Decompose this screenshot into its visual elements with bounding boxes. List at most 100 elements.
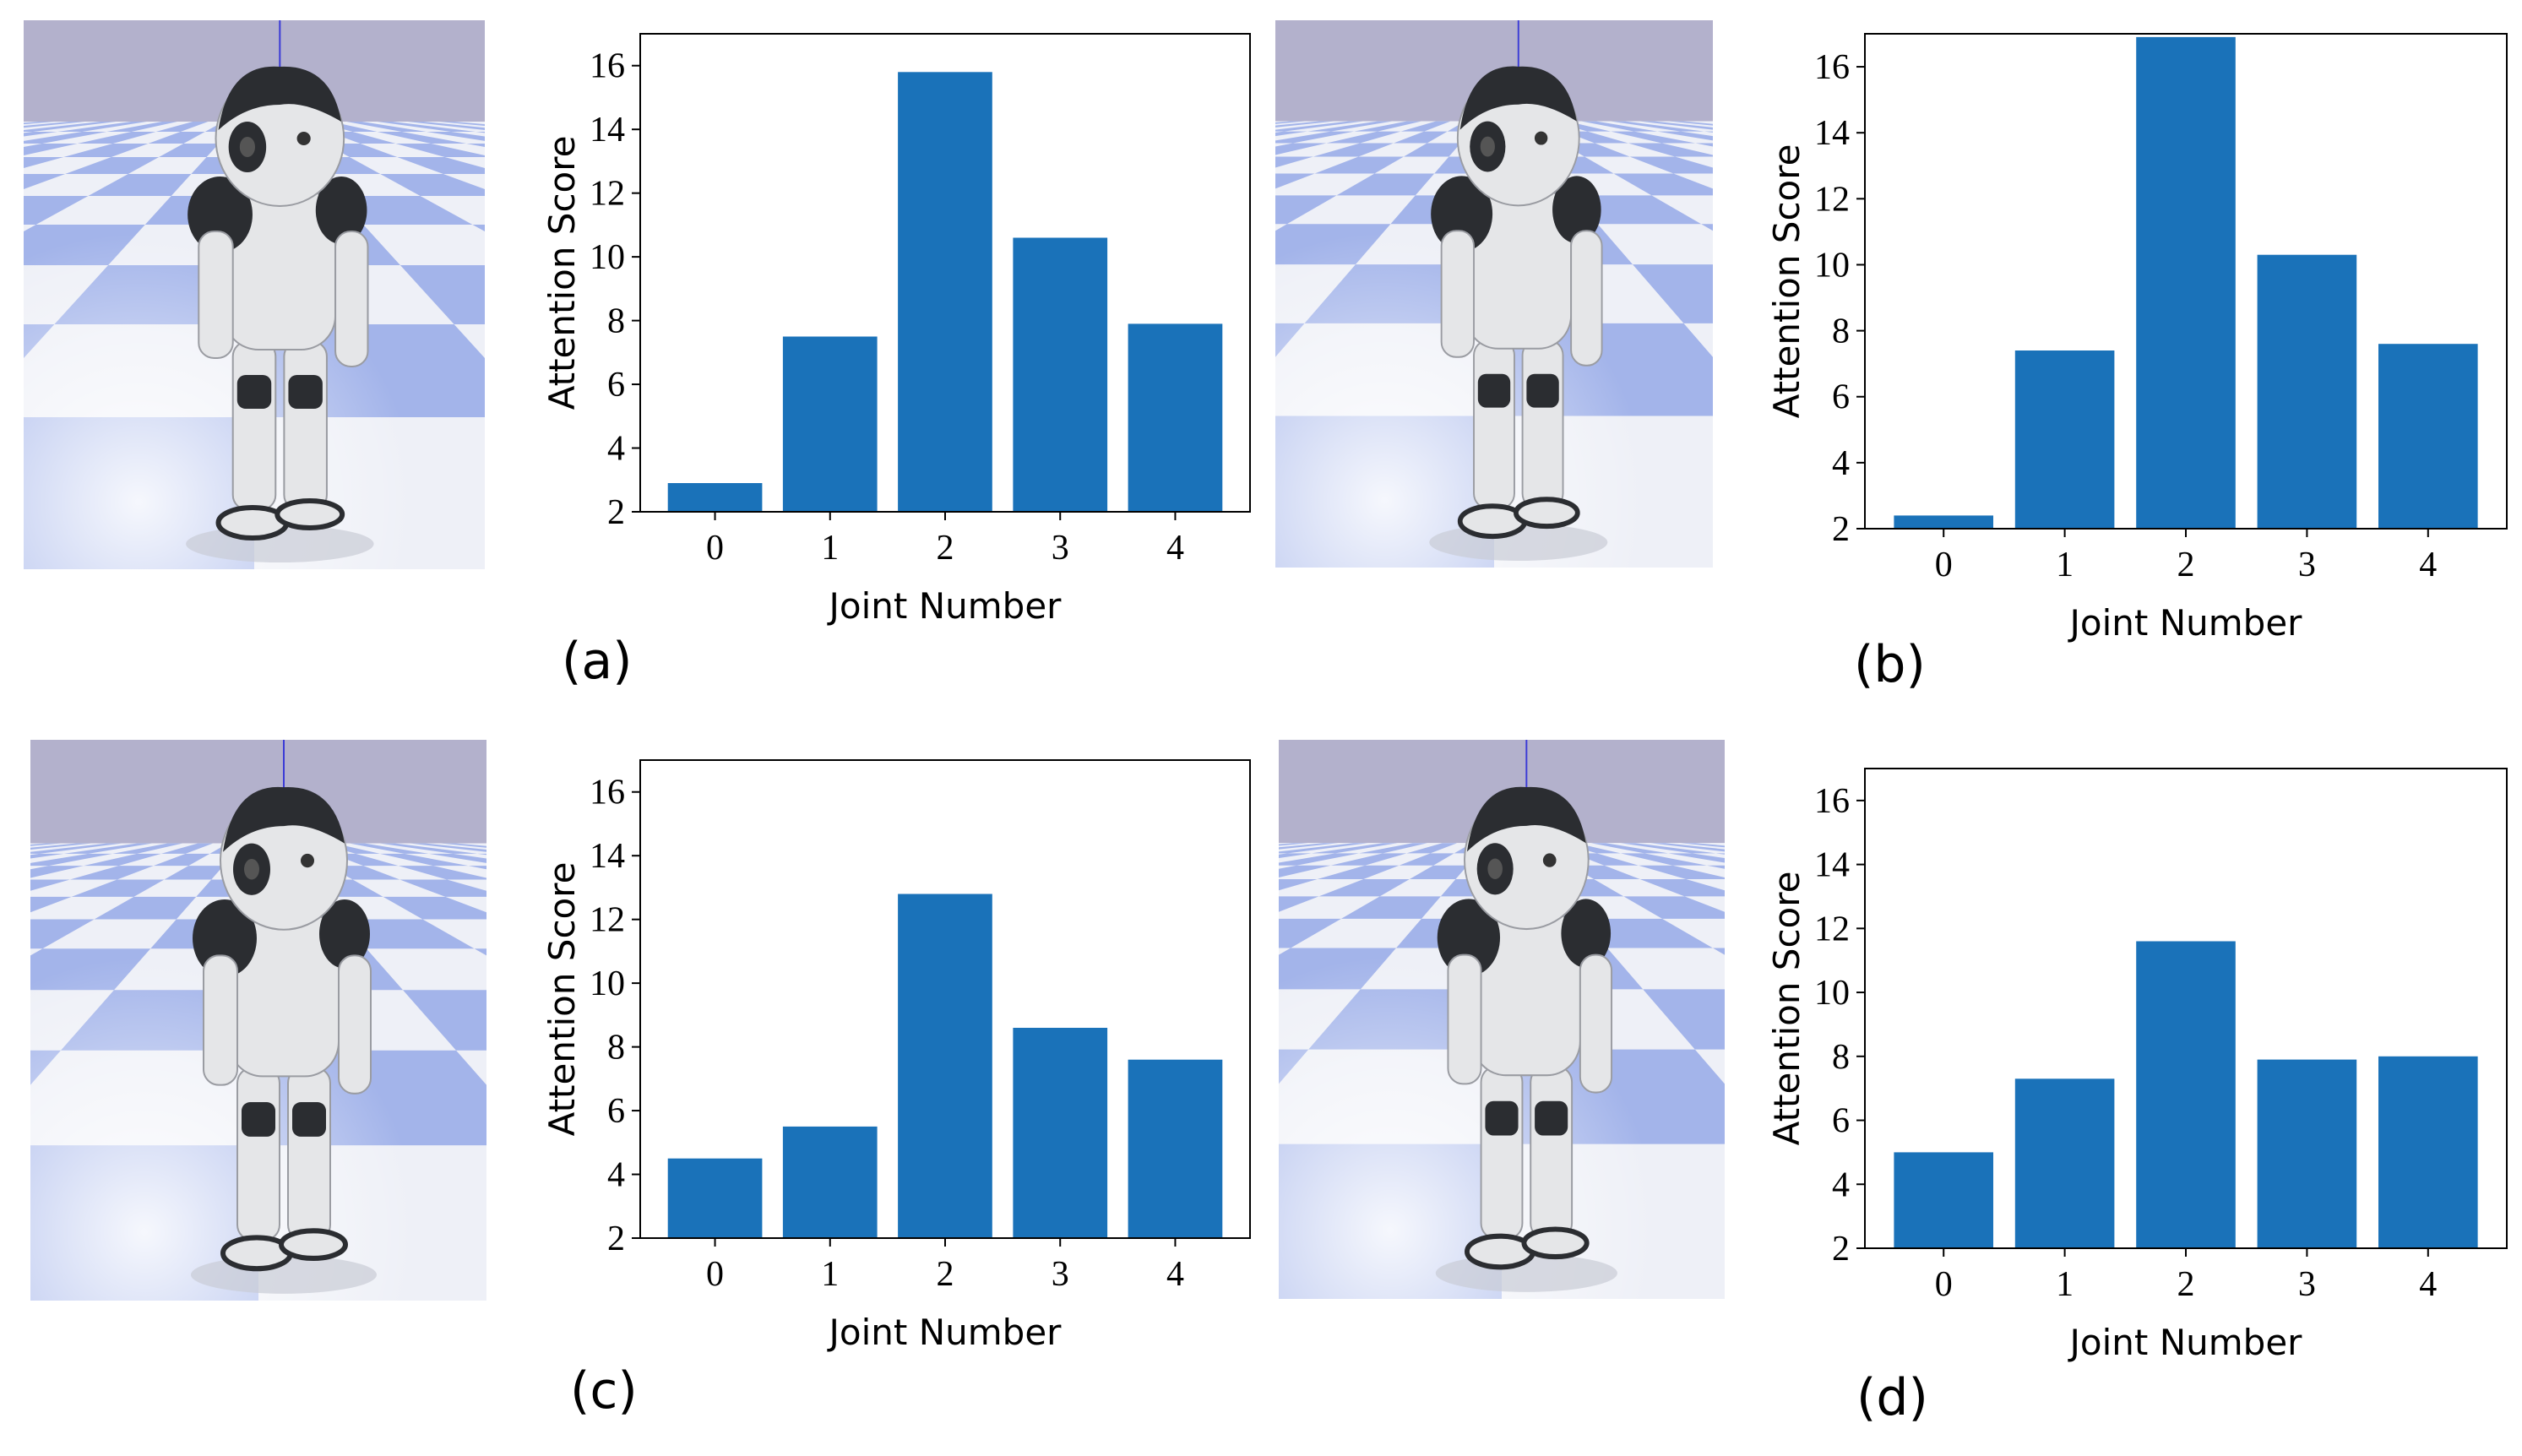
- y-tick-label: 14: [590, 111, 625, 149]
- y-tick-label: 6: [1832, 1102, 1850, 1141]
- y-tick-label: 12: [1814, 910, 1850, 948]
- x-axis-label: Joint Number: [827, 1312, 1063, 1353]
- y-tick-label: 2: [1832, 1230, 1850, 1269]
- bar-joint-0: [667, 1158, 763, 1238]
- y-tick-label: 12: [1814, 180, 1850, 219]
- y-tick-label: 8: [607, 1029, 625, 1068]
- panel-caption-b: (b): [1854, 635, 1926, 694]
- x-tick-label: 2: [937, 1255, 954, 1294]
- y-tick-label: 16: [1814, 48, 1850, 87]
- robot-scene-c: [30, 740, 486, 1301]
- y-tick-label: 10: [590, 238, 625, 277]
- panel-caption-d: (d): [1856, 1368, 1928, 1427]
- bar-joint-3: [1013, 237, 1108, 512]
- robot-figure: [186, 66, 374, 562]
- robot-image-a: [24, 20, 485, 569]
- x-tick-label: 4: [1166, 1255, 1184, 1294]
- bar-joint-1: [782, 336, 878, 512]
- y-tick-label: 14: [1814, 114, 1850, 153]
- bar-joint-0: [1894, 1152, 1993, 1248]
- y-tick-label: 12: [590, 901, 625, 940]
- x-tick-label: 2: [2177, 1265, 2195, 1304]
- robot-scene-a: [24, 20, 485, 569]
- bar-joint-1: [2014, 350, 2115, 529]
- bar-joint-2: [898, 894, 992, 1238]
- bar-joint-3: [2257, 254, 2357, 529]
- bar-joint-4: [1128, 1059, 1223, 1238]
- y-tick-label: 4: [607, 430, 625, 469]
- y-tick-label: 10: [1814, 974, 1850, 1013]
- x-tick-label: 0: [1935, 546, 1953, 584]
- bar-joint-3: [2257, 1059, 2357, 1248]
- panel-caption-a: (a): [562, 632, 633, 691]
- y-tick-label: 8: [1832, 312, 1850, 351]
- bar-joint-4: [2378, 344, 2478, 529]
- y-tick-label: 16: [1814, 782, 1850, 821]
- bar-joint-2: [898, 72, 992, 513]
- bar-joint-4: [2378, 1056, 2478, 1248]
- x-tick-label: 0: [706, 529, 724, 568]
- y-tick-label: 10: [1814, 246, 1850, 285]
- y-tick-label: 4: [607, 1156, 625, 1195]
- robot-image-b: [1275, 20, 1713, 568]
- x-tick-label: 2: [937, 529, 954, 568]
- robot-image-c: [30, 740, 486, 1301]
- y-tick-label: 4: [1832, 1165, 1850, 1204]
- robot-scene-d: [1279, 740, 1725, 1299]
- y-tick-label: 6: [607, 366, 625, 405]
- x-axis-label: Joint Number: [2068, 602, 2303, 644]
- robot-figure: [191, 786, 377, 1294]
- x-tick-label: 1: [821, 529, 839, 568]
- x-tick-label: 1: [2056, 1265, 2074, 1304]
- x-tick-label: 3: [1052, 1255, 1069, 1294]
- robot-scene-b: [1275, 20, 1713, 568]
- panel-caption-c: (c): [570, 1361, 638, 1421]
- y-axis-label: Attention Score: [541, 136, 583, 410]
- x-axis-label: Joint Number: [2068, 1322, 2303, 1363]
- x-tick-label: 4: [1166, 529, 1184, 568]
- y-tick-label: 16: [590, 774, 625, 812]
- y-tick-label: 2: [607, 493, 625, 532]
- y-tick-label: 14: [1814, 846, 1850, 885]
- bar-joint-1: [2014, 1078, 2115, 1248]
- x-tick-label: 0: [1935, 1265, 1953, 1304]
- y-tick-label: 2: [607, 1220, 625, 1258]
- x-axis-label: Joint Number: [827, 585, 1063, 627]
- y-tick-label: 2: [1832, 510, 1850, 549]
- x-tick-label: 4: [2419, 1265, 2437, 1304]
- robot-image-d: [1279, 740, 1725, 1299]
- x-tick-label: 3: [2298, 546, 2316, 584]
- y-axis-label: Attention Score: [541, 862, 583, 1137]
- x-tick-label: 1: [821, 1255, 839, 1294]
- x-tick-label: 0: [706, 1255, 724, 1294]
- y-tick-label: 12: [590, 175, 625, 214]
- y-tick-label: 8: [1832, 1038, 1850, 1077]
- bar-joint-2: [2136, 36, 2236, 529]
- x-tick-label: 2: [2177, 546, 2195, 584]
- y-tick-label: 6: [1832, 378, 1850, 417]
- y-axis-label: Attention Score: [1766, 144, 1807, 419]
- x-tick-label: 1: [2056, 546, 2074, 584]
- robot-figure: [1435, 786, 1617, 1292]
- y-tick-label: 16: [590, 47, 625, 86]
- bar-joint-4: [1128, 323, 1223, 512]
- bar-joint-3: [1013, 1028, 1108, 1238]
- y-tick-label: 14: [590, 837, 625, 876]
- y-tick-label: 8: [607, 302, 625, 341]
- bar-joint-0: [1894, 515, 1993, 529]
- bar-joint-0: [667, 483, 763, 512]
- bar-joint-2: [2136, 941, 2236, 1248]
- robot-figure: [1429, 66, 1608, 562]
- y-tick-label: 4: [1832, 444, 1850, 483]
- x-tick-label: 3: [1052, 529, 1069, 568]
- x-tick-label: 3: [2298, 1265, 2316, 1304]
- bar-joint-1: [782, 1126, 878, 1238]
- y-tick-label: 10: [590, 964, 625, 1003]
- x-tick-label: 4: [2419, 546, 2437, 584]
- y-axis-label: Attention Score: [1766, 872, 1807, 1146]
- y-tick-label: 6: [607, 1092, 625, 1131]
